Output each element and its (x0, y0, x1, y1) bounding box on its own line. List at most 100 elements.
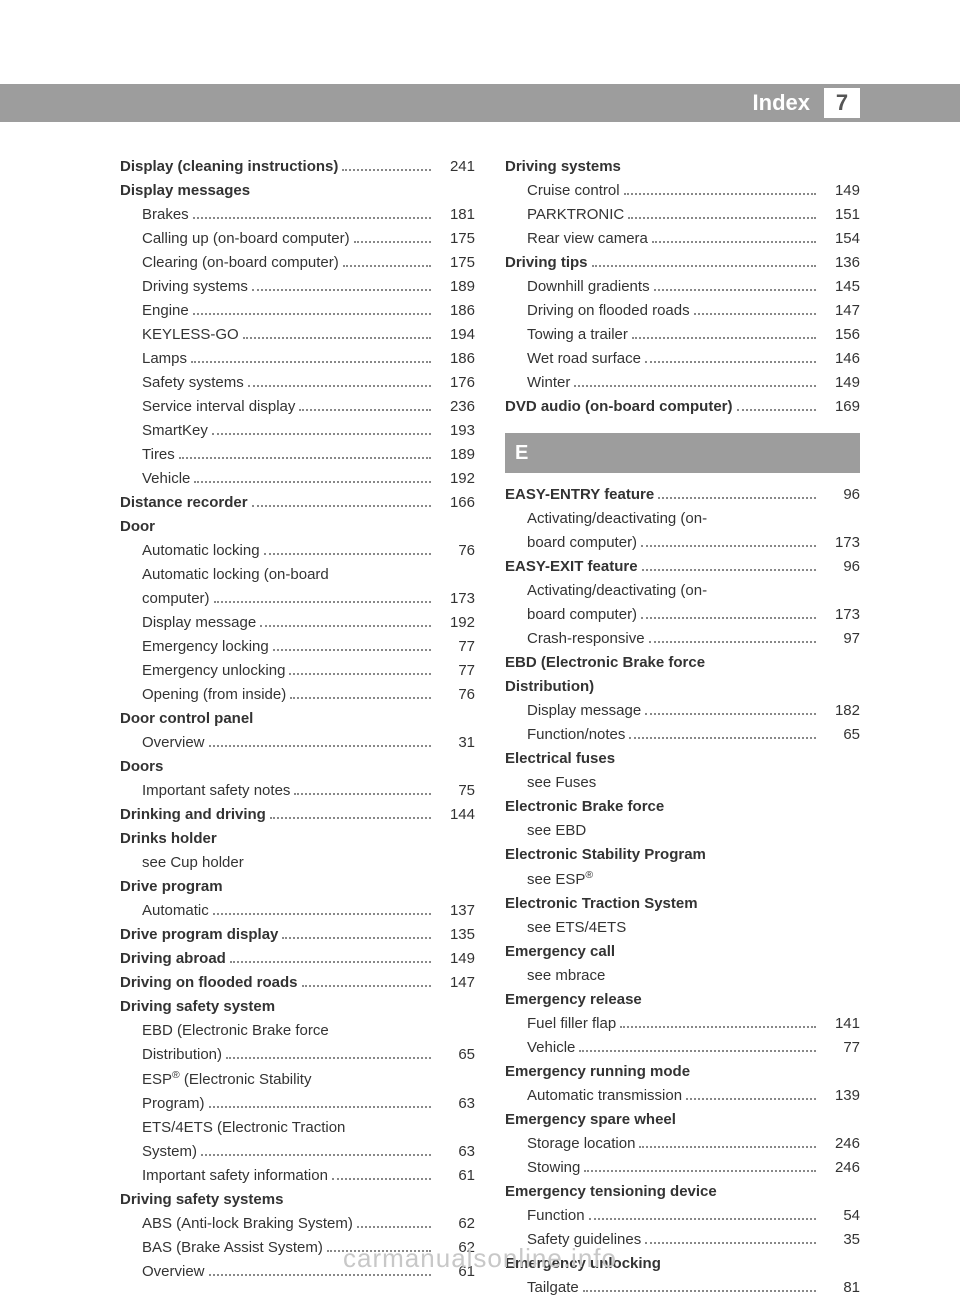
index-entry-page: 97 (820, 627, 860, 651)
index-entry-page: 54 (820, 1204, 860, 1228)
index-entry-label: Automatic (142, 899, 209, 923)
index-entry-page: 236 (435, 395, 475, 419)
index-entry-label: Opening (from inside) (142, 683, 286, 707)
index-entry: Crash-responsive 97 (505, 627, 860, 651)
index-entry-page: 96 (820, 555, 860, 579)
index-entry-page: 189 (435, 443, 475, 467)
index-entry-page: 137 (435, 899, 475, 923)
index-entry: Display message 192 (120, 611, 475, 635)
index-entry-label: Driving tips (505, 251, 588, 275)
index-entry-label: Clearing (on-board computer) (142, 251, 339, 275)
index-entry-label: Distribution) (142, 1043, 222, 1067)
index-entry: DVD audio (on-board computer)169 (505, 395, 860, 419)
leader-dots (252, 289, 431, 291)
leader-dots (654, 289, 816, 291)
index-entry-page: 175 (435, 227, 475, 251)
index-see-reference: see EBD (505, 819, 860, 843)
leader-dots (652, 241, 816, 243)
index-entry-page: 241 (435, 155, 475, 179)
index-entry-label: Driving on flooded roads (527, 299, 690, 323)
leader-dots (201, 1154, 431, 1156)
leader-dots (641, 617, 816, 619)
index-entry: Automatic locking76 (120, 539, 475, 563)
index-entry-page: 135 (435, 923, 475, 947)
index-heading: Drive program (120, 875, 475, 899)
index-entry-label: Cruise control (527, 179, 620, 203)
index-entry: SmartKey193 (120, 419, 475, 443)
index-entry-page: 186 (435, 347, 475, 371)
index-entry-page: 65 (435, 1043, 475, 1067)
index-entry: Safety systems176 (120, 371, 475, 395)
index-entry-page: 76 (435, 539, 475, 563)
index-heading: ESP® (Electronic Stability (120, 1067, 475, 1092)
index-entry: Emergency unlocking77 (120, 659, 475, 683)
index-entry: Tailgate81 (505, 1276, 860, 1300)
index-entry: Tires189 (120, 443, 475, 467)
index-column-left: Display (cleaning instructions)241Displa… (120, 155, 475, 1202)
header-title: Index (753, 90, 810, 116)
index-entry: Distance recorder166 (120, 491, 475, 515)
index-entry-label: Crash-responsive (527, 627, 645, 651)
index-entry-page: 176 (435, 371, 475, 395)
leader-dots (243, 337, 431, 339)
leader-dots (193, 217, 431, 219)
leader-dots (209, 745, 431, 747)
index-heading: Driving safety systems (120, 1188, 475, 1212)
leader-dots (642, 569, 816, 571)
index-entry-label: Function (527, 1204, 585, 1228)
index-entry: Driving abroad149 (120, 947, 475, 971)
index-entry: board computer)173 (505, 603, 860, 627)
leader-dots (264, 553, 431, 555)
leader-dots (620, 1026, 816, 1028)
index-entry-label: Downhill gradients (527, 275, 650, 299)
index-entry-page: 146 (820, 347, 860, 371)
index-entry-page: 192 (435, 611, 475, 635)
leader-dots (213, 913, 431, 915)
index-entry-page: 173 (820, 603, 860, 627)
index-entry: Program)63 (120, 1092, 475, 1116)
index-entry-page: 181 (435, 203, 475, 227)
index-entry-page: 154 (820, 227, 860, 251)
index-entry-label: computer) (142, 587, 210, 611)
index-entry-label: System) (142, 1140, 197, 1164)
index-entry-label: Important safety information (142, 1164, 328, 1188)
index-entry: Service interval display 236 (120, 395, 475, 419)
index-heading: Electrical fuses (505, 747, 860, 771)
leader-dots (299, 409, 431, 411)
content-area: Display (cleaning instructions)241Displa… (120, 155, 860, 1202)
index-see-reference: see Fuses (505, 771, 860, 795)
index-entry-page: 63 (435, 1092, 475, 1116)
index-heading: Driving safety system (120, 995, 475, 1019)
leader-dots (628, 217, 816, 219)
index-heading: Distribution) (505, 675, 860, 699)
index-column-right: Driving systemsCruise control149PARKTRON… (505, 155, 860, 1202)
section-letter: E (505, 433, 860, 473)
leader-dots (589, 1218, 816, 1220)
index-entry-page: 173 (820, 531, 860, 555)
index-entry: Brakes181 (120, 203, 475, 227)
leader-dots (658, 497, 816, 499)
index-entry: Driving tips136 (505, 251, 860, 275)
leader-dots (193, 313, 431, 315)
leader-dots (592, 265, 816, 267)
index-entry-page: 156 (820, 323, 860, 347)
index-entry-page: 81 (820, 1276, 860, 1300)
index-entry-page: 149 (820, 179, 860, 203)
index-see-reference: see mbrace (505, 964, 860, 988)
index-entry-page: 189 (435, 275, 475, 299)
index-entry: Wet road surface146 (505, 347, 860, 371)
index-entry-page: 63 (435, 1140, 475, 1164)
index-entry: Distribution) 65 (120, 1043, 475, 1067)
index-entry: Driving systems189 (120, 275, 475, 299)
index-entry-label: Service interval display (142, 395, 295, 419)
index-entry: Towing a trailer156 (505, 323, 860, 347)
leader-dots (289, 673, 431, 675)
index-entry-label: Important safety notes (142, 779, 290, 803)
index-heading: EBD (Electronic Brake force (505, 651, 860, 675)
index-entry: PARKTRONIC151 (505, 203, 860, 227)
index-entry: Drive program display135 (120, 923, 475, 947)
index-entry-page: 192 (435, 467, 475, 491)
index-entry: computer)173 (120, 587, 475, 611)
index-entry-page: 149 (820, 371, 860, 395)
index-entry-label: Display message (142, 611, 256, 635)
